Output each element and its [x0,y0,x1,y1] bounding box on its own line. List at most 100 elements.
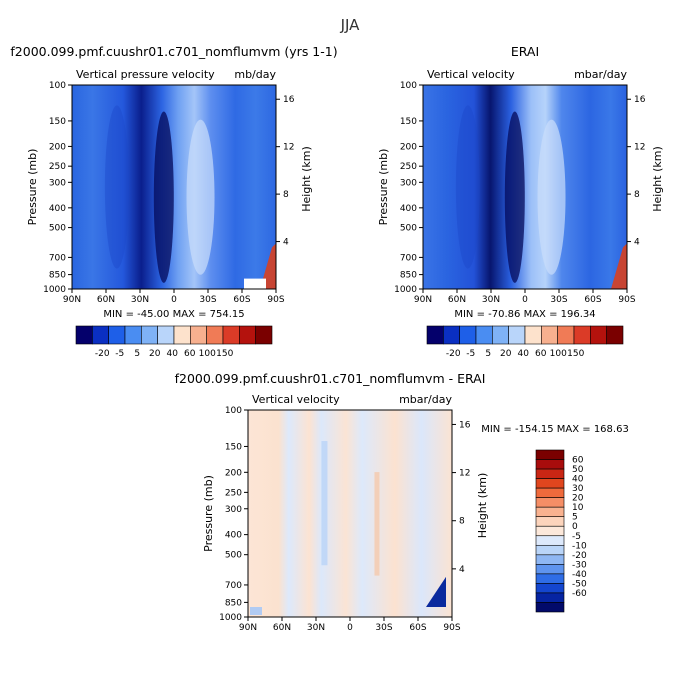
colorbar-label: 40 [518,349,530,359]
colorbar-label: 30 [572,484,584,494]
y-tick-label: 250 [400,162,417,172]
surface-downward-feature [611,243,627,289]
y-tick-label: 1000 [43,285,66,295]
x-tick-label: 60N [273,623,291,633]
colorbar-box [124,325,142,345]
colorbar-label: -10 [572,541,587,551]
colorbar-box [535,459,565,470]
panel-title: f2000.099.pmf.cuushr01.c701_nomflumvm - … [175,371,486,386]
y-right-tick-label: 16 [283,95,295,105]
colorbar-box [535,554,565,565]
x-tick-label: 0 [347,623,353,633]
colorbar-label: -5 [572,532,581,542]
y-tick-label: 700 [49,253,66,263]
y-tick-label: 250 [49,162,66,172]
y-right-tick-label: 4 [459,565,465,575]
colorbar-box [535,506,565,518]
itcz-ascent-core [504,111,525,283]
colorbar-box [541,325,558,345]
right-title: mbar/day [574,68,627,81]
y-right-tick-label: 4 [283,238,289,248]
colorbar-box [141,325,158,345]
colorbar-label: 150 [216,349,233,359]
x-tick-label: 90N [414,295,432,305]
y-tick-label: 100 [400,81,417,91]
y-tick-label: 150 [49,117,66,127]
contour-field [72,85,276,289]
y-tick-label: 400 [49,204,66,214]
colorbar-box [535,497,565,508]
colorbar-box [535,525,565,537]
colorbar-label: 40 [167,349,179,359]
x-tick-label: 60N [97,295,115,305]
colorbar-box [459,325,477,345]
colorbar-label: 50 [572,465,584,475]
y-right-axis-label: Height (km) [651,146,664,212]
colorbar-box [492,325,509,345]
y-tick-label: 400 [225,531,242,541]
x-tick-label: 30S [375,623,392,633]
x-tick-label: 30N [482,295,500,305]
colorbar-box [535,602,565,613]
difference-streak [321,441,328,566]
colorbar-label: -30 [572,560,587,570]
y-tick-label: 200 [49,142,66,152]
y-tick-label: 100 [225,406,242,416]
panel-title: ERAI [511,44,539,59]
colorbar-label: -20 [446,349,461,359]
surface-difference-feature [426,576,446,607]
subsidence-region [186,119,215,275]
colorbar-label: -60 [572,589,587,599]
x-tick-label: 0 [171,295,177,305]
y-tick-label: 500 [225,551,242,561]
model-panel: f2000.099.pmf.cuushr01.c701_nomflumvm (y… [10,44,337,359]
y-right-tick-label: 16 [459,420,471,430]
y-right-axis-label: Height (km) [300,146,313,212]
colorbar-label: 100 [550,349,567,359]
colorbar-box [508,325,526,345]
y-tick-label: 850 [400,271,417,281]
right-title: mb/day [234,68,276,81]
y-tick-label: 300 [400,178,417,188]
min-max-stats: MIN = -154.15 MAX = 168.63 [481,424,629,435]
left-title: Vertical velocity [427,68,515,81]
y-tick-label: 150 [225,442,242,452]
colorbar-box [557,325,575,345]
colorbar-label: 40 [572,475,584,485]
difference-blob [250,607,262,615]
y-tick-label: 100 [49,81,66,91]
colorbar-box [255,325,273,345]
colorbar-label: 5 [134,349,140,359]
colorbar-label: 60 [535,349,547,359]
y-tick-label: 850 [49,271,66,281]
y-right-tick-label: 12 [459,469,470,479]
colorbar-box [535,573,565,584]
colorbar-box [535,583,565,594]
colorbar-box [157,325,175,345]
topography-mask [244,278,266,289]
x-tick-label: 30N [307,623,325,633]
y-axis-label: Pressure (mb) [202,475,215,552]
x-tick-label: 30N [131,295,149,305]
colorbar-label: 60 [184,349,196,359]
colorbar-label: 5 [572,513,578,523]
colorbar-label: 20 [572,494,584,504]
colorbar-label: 150 [567,349,584,359]
right-title: mbar/day [399,393,452,406]
y-tick-label: 1000 [219,613,242,623]
x-tick-label: 90S [443,623,460,633]
y-axis-label: Pressure (mb) [26,149,39,226]
y-tick-label: 1000 [394,285,417,295]
y-tick-label: 300 [49,178,66,188]
colorbar-label: -5 [115,349,124,359]
left-title: Vertical velocity [252,393,340,406]
colorbar-label: 20 [500,349,512,359]
difference-panel: f2000.099.pmf.cuushr01.c701_nomflumvm - … [175,371,629,633]
colorbar-label: 5 [485,349,491,359]
y-tick-label: 200 [400,142,417,152]
colorbar-box [426,325,444,345]
colorbar-label: -20 [572,551,587,561]
colorbar-box [535,478,565,489]
